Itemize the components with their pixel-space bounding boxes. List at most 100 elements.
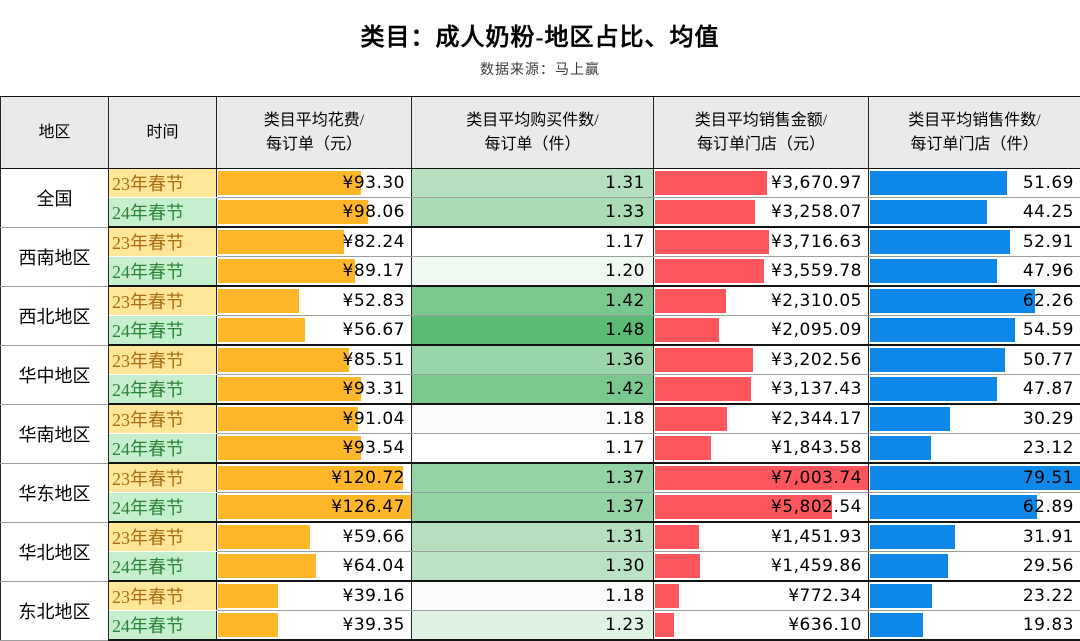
avg-units-cell[interactable]: 52.91 xyxy=(869,227,1080,257)
avg-items-cell[interactable]: 1.17 xyxy=(412,434,654,464)
avg-sales-cell[interactable]: ¥7,003.74 xyxy=(654,463,869,493)
region-cell[interactable]: 华中地区 xyxy=(1,345,109,404)
avg-sales-cell[interactable]: ¥3,670.97 xyxy=(654,169,869,198)
avg-spend-cell[interactable]: ¥59.66 xyxy=(217,522,412,552)
avg-units-cell[interactable]: 23.22 xyxy=(869,581,1080,611)
avg-items-cell[interactable]: 1.33 xyxy=(412,198,654,228)
avg-units-cell[interactable]: 62.89 xyxy=(869,493,1080,523)
avg-units-cell[interactable]: 31.91 xyxy=(869,522,1080,552)
avg-units-cell[interactable]: 44.25 xyxy=(869,198,1080,228)
period-cell[interactable]: 24年春节 xyxy=(109,552,217,582)
avg-sales-cell[interactable]: ¥636.10 xyxy=(654,611,869,641)
period-cell[interactable]: 23年春节 xyxy=(109,404,217,434)
avg-sales-cell[interactable]: ¥1,451.93 xyxy=(654,522,869,552)
avg-items-cell[interactable]: 1.30 xyxy=(412,552,654,582)
avg-units-cell[interactable]: 47.96 xyxy=(869,257,1080,287)
avg-spend-cell[interactable]: ¥126.47 xyxy=(217,493,412,523)
avg-units-cell[interactable]: 50.77 xyxy=(869,345,1080,375)
avg-sales-cell[interactable]: ¥1,843.58 xyxy=(654,434,869,464)
avg-sales-cell[interactable]: ¥2,344.17 xyxy=(654,404,869,434)
period-cell[interactable]: 24年春节 xyxy=(109,198,217,228)
region-cell[interactable]: 华东地区 xyxy=(1,463,109,522)
avg-items-cell[interactable]: 1.23 xyxy=(412,611,654,641)
period-cell[interactable]: 23年春节 xyxy=(109,581,217,611)
avg-items-cell[interactable]: 1.31 xyxy=(412,522,654,552)
avg-sales-cell[interactable]: ¥3,137.43 xyxy=(654,375,869,405)
region-cell[interactable]: 东北地区 xyxy=(1,581,109,640)
spend-value: ¥126.47 xyxy=(218,494,410,520)
period-cell[interactable]: 23年春节 xyxy=(109,522,217,552)
period-cell[interactable]: 24年春节 xyxy=(109,611,217,641)
avg-spend-cell[interactable]: ¥85.51 xyxy=(217,345,412,375)
avg-spend-cell[interactable]: ¥89.17 xyxy=(217,257,412,287)
avg-items-cell[interactable]: 1.17 xyxy=(412,227,654,257)
avg-sales-cell[interactable]: ¥2,310.05 xyxy=(654,286,869,316)
avg-spend-cell[interactable]: ¥93.31 xyxy=(217,375,412,405)
region-cell[interactable]: 全国 xyxy=(1,169,109,228)
avg-sales-cell[interactable]: ¥3,202.56 xyxy=(654,345,869,375)
avg-spend-cell[interactable]: ¥98.06 xyxy=(217,198,412,228)
header-time[interactable]: 时间 xyxy=(109,97,217,169)
avg-items-cell[interactable]: 1.37 xyxy=(412,463,654,493)
header-region[interactable]: 地区 xyxy=(1,97,109,169)
header-avg-spend[interactable]: 类目平均花费/每订单（元） xyxy=(217,97,412,169)
avg-units-cell[interactable]: 79.51 xyxy=(869,463,1080,493)
report-page: 类目：成人奶粉-地区占比、均值 数据来源：马上赢 地区 时间 类目平均花费/每订… xyxy=(0,0,1080,622)
avg-sales-cell[interactable]: ¥5,802.54 xyxy=(654,493,869,523)
avg-units-cell[interactable]: 23.12 xyxy=(869,434,1080,464)
avg-units-cell[interactable]: 19.83 xyxy=(869,611,1080,641)
avg-sales-cell[interactable]: ¥1,459.86 xyxy=(654,552,869,582)
avg-spend-cell[interactable]: ¥93.30 xyxy=(217,169,412,198)
avg-spend-cell[interactable]: ¥120.72 xyxy=(217,463,412,493)
period-cell[interactable]: 24年春节 xyxy=(109,434,217,464)
period-cell[interactable]: 23年春节 xyxy=(109,286,217,316)
avg-items-cell[interactable]: 1.36 xyxy=(412,345,654,375)
period-cell[interactable]: 23年春节 xyxy=(109,345,217,375)
avg-sales-cell[interactable]: ¥3,258.07 xyxy=(654,198,869,228)
period-cell[interactable]: 23年春节 xyxy=(109,227,217,257)
units-value: 44.25 xyxy=(870,199,1079,225)
table-row: 全国 23年春节 ¥93.30 1.31 ¥3,670.97 51.69 xyxy=(1,169,1080,198)
region-cell[interactable]: 西北地区 xyxy=(1,286,109,345)
header-avg-sales[interactable]: 类目平均销售金额/每订单门店（元） xyxy=(654,97,869,169)
header-avg-units[interactable]: 类目平均销售件数/每订单门店（件） xyxy=(869,97,1080,169)
period-cell[interactable]: 24年春节 xyxy=(109,257,217,287)
header-avg-items[interactable]: 类目平均购买件数/每订单（件） xyxy=(412,97,654,169)
avg-items-cell[interactable]: 1.42 xyxy=(412,286,654,316)
avg-spend-cell[interactable]: ¥56.67 xyxy=(217,316,412,346)
avg-units-cell[interactable]: 29.56 xyxy=(869,552,1080,582)
avg-items-cell[interactable]: 1.20 xyxy=(412,257,654,287)
avg-spend-cell[interactable]: ¥93.54 xyxy=(217,434,412,464)
avg-items-cell[interactable]: 1.31 xyxy=(412,169,654,198)
avg-units-cell[interactable]: 47.87 xyxy=(869,375,1080,405)
avg-sales-cell[interactable]: ¥772.34 xyxy=(654,581,869,611)
avg-items-cell[interactable]: 1.18 xyxy=(412,581,654,611)
avg-units-cell[interactable]: 62.26 xyxy=(869,286,1080,316)
avg-items-cell[interactable]: 1.42 xyxy=(412,375,654,405)
avg-items-cell[interactable]: 1.48 xyxy=(412,316,654,346)
avg-units-cell[interactable]: 30.29 xyxy=(869,404,1080,434)
period-cell[interactable]: 24年春节 xyxy=(109,316,217,346)
avg-spend-cell[interactable]: ¥39.16 xyxy=(217,581,412,611)
avg-spend-cell[interactable]: ¥39.35 xyxy=(217,611,412,641)
avg-items-cell[interactable]: 1.37 xyxy=(412,493,654,523)
period-cell[interactable]: 23年春节 xyxy=(109,463,217,493)
region-cell[interactable]: 华南地区 xyxy=(1,404,109,463)
avg-units-cell[interactable]: 54.59 xyxy=(869,316,1080,346)
avg-spend-cell[interactable]: ¥64.04 xyxy=(217,552,412,582)
avg-spend-cell[interactable]: ¥82.24 xyxy=(217,227,412,257)
period-cell[interactable]: 24年春节 xyxy=(109,375,217,405)
items-value: 1.17 xyxy=(413,435,652,461)
period-cell[interactable]: 24年春节 xyxy=(109,493,217,523)
region-cell[interactable]: 华北地区 xyxy=(1,522,109,581)
avg-units-cell[interactable]: 51.69 xyxy=(869,169,1080,198)
avg-sales-cell[interactable]: ¥3,716.63 xyxy=(654,227,869,257)
page-title: 类目：成人奶粉-地区占比、均值 xyxy=(0,17,1080,52)
avg-sales-cell[interactable]: ¥2,095.09 xyxy=(654,316,869,346)
avg-spend-cell[interactable]: ¥52.83 xyxy=(217,286,412,316)
avg-items-cell[interactable]: 1.18 xyxy=(412,404,654,434)
period-cell[interactable]: 23年春节 xyxy=(109,169,217,198)
region-cell[interactable]: 西南地区 xyxy=(1,227,109,286)
avg-spend-cell[interactable]: ¥91.04 xyxy=(217,404,412,434)
avg-sales-cell[interactable]: ¥3,559.78 xyxy=(654,257,869,287)
